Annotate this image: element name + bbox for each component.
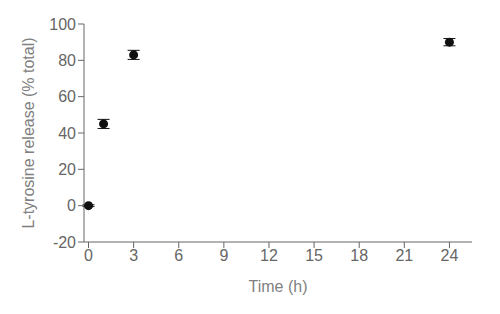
svg-text:40: 40: [58, 125, 76, 142]
svg-text:24: 24: [441, 247, 459, 264]
svg-text:21: 21: [395, 247, 413, 264]
svg-text:60: 60: [58, 88, 76, 105]
svg-text:80: 80: [58, 52, 76, 69]
svg-text:0: 0: [67, 197, 76, 214]
svg-text:15: 15: [305, 247, 323, 264]
svg-text:20: 20: [58, 161, 76, 178]
svg-text:9: 9: [219, 247, 228, 264]
svg-text:6: 6: [174, 247, 183, 264]
svg-text:100: 100: [49, 16, 76, 33]
svg-text:18: 18: [350, 247, 368, 264]
svg-text:3: 3: [129, 247, 138, 264]
svg-text:L-tyrosine release (% total): L-tyrosine release (% total): [20, 37, 37, 228]
svg-text:0: 0: [84, 247, 93, 264]
svg-text:-20: -20: [53, 234, 76, 251]
svg-text:Time (h): Time (h): [249, 278, 308, 295]
svg-text:12: 12: [260, 247, 278, 264]
